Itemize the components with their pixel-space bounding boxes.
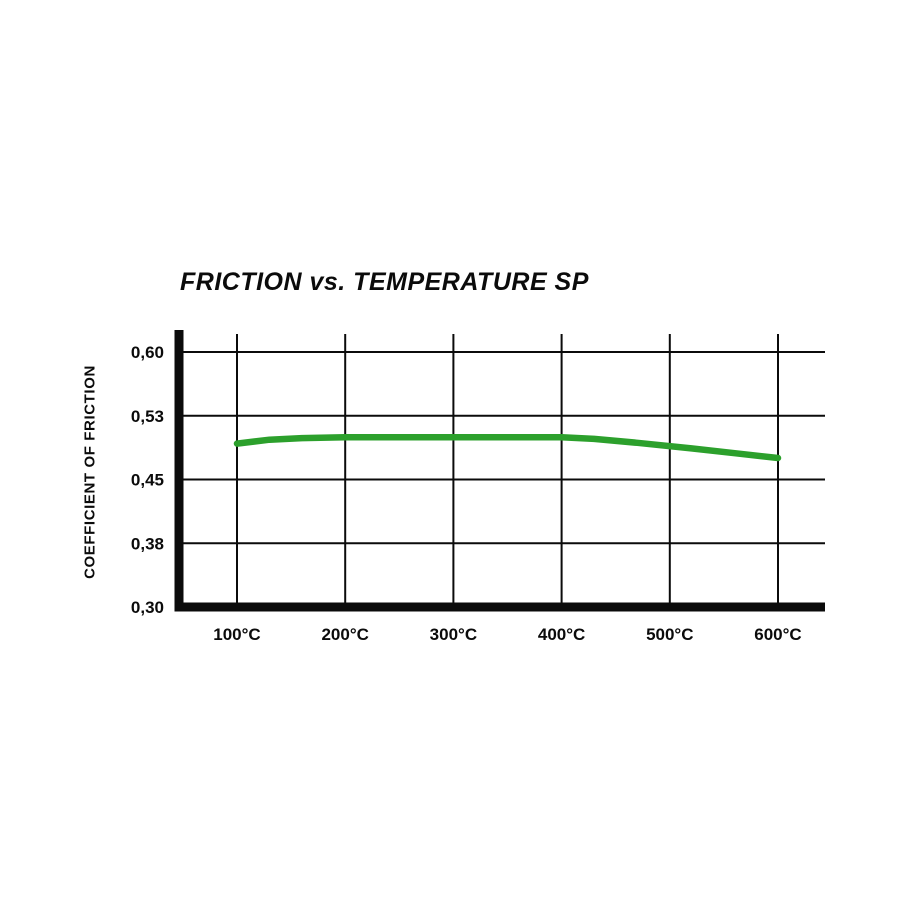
x-tick-label: 300°C — [430, 625, 477, 644]
x-tick-label: 200°C — [321, 625, 368, 644]
y-tick-label: 0,38 — [131, 534, 164, 553]
x-tick-label: 500°C — [646, 625, 693, 644]
x-tick-label: 600°C — [754, 625, 801, 644]
y-tick-label: 0,53 — [131, 407, 164, 426]
y-tick-label: 0,45 — [131, 471, 164, 490]
chart-title: FRICTION vs. TEMPERATURE SP — [180, 268, 589, 296]
friction-curve — [233, 434, 782, 462]
x-tick-label: 100°C — [213, 625, 260, 644]
y-tick-label: 0,60 — [131, 343, 164, 362]
x-tick-label: 400°C — [538, 625, 585, 644]
y-axis-title: COEFFICIENT OF FRICTION — [81, 365, 99, 579]
y-tick-label: 0,30 — [131, 598, 164, 617]
